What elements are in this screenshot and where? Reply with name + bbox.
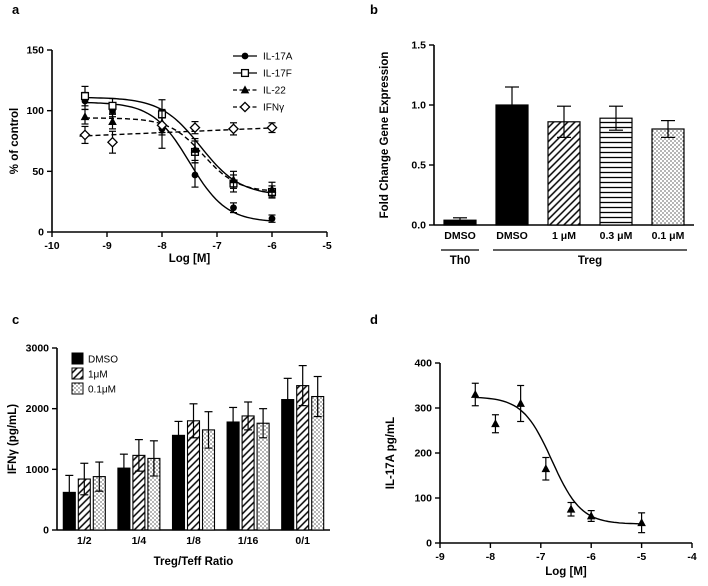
- legend: DMSO 1μM 0.1μM: [71, 352, 118, 396]
- svg-text:1μM: 1μM: [88, 370, 108, 381]
- svg-text:0.1μM: 0.1μM: [88, 385, 116, 396]
- svg-text:IFNγ (pg/mL): IFNγ (pg/mL): [7, 404, 19, 474]
- svg-text:IL-17A: IL-17A: [263, 52, 293, 63]
- svg-text:DMSO: DMSO: [88, 355, 118, 366]
- svg-text:-6: -6: [587, 551, 596, 563]
- svg-text:0: 0: [43, 525, 49, 537]
- svg-text:-4: -4: [687, 551, 696, 563]
- svg-text:IL-17F: IL-17F: [263, 69, 292, 80]
- chart-il17a-dose-response: 0 100 200 300 400 -9 -8 -7 -6 -5 -4 Log [M] IL-17A p…: [385, 358, 697, 579]
- svg-text:1/8: 1/8: [186, 535, 201, 547]
- svg-text:300: 300: [414, 403, 432, 415]
- axes: 0 50 100 150 -10 -9 -8 -7 -6 -5 Log [M] % of contro…: [9, 45, 332, 266]
- svg-text:DMSO: DMSO: [496, 230, 528, 242]
- svg-text:400: 400: [414, 358, 432, 370]
- svg-text:IL-22: IL-22: [263, 86, 286, 97]
- svg-text:IL-17A pg/mL: IL-17A pg/mL: [385, 417, 397, 489]
- chart-ifng-treg-teff-ratio: 0 1000 2000 3000 Treg/Teff Ratio IFNγ (pg/mL)…: [7, 343, 330, 568]
- legend: IL-17A IL-17F IL-22 IFNγ: [233, 52, 293, 114]
- panel-label-b: b: [370, 2, 378, 17]
- panel-label-c: c: [12, 312, 20, 327]
- svg-text:Treg/Teff Ratio: Treg/Teff Ratio: [154, 556, 234, 568]
- svg-text:100: 100: [414, 493, 432, 505]
- svg-text:-6: -6: [267, 240, 276, 252]
- svg-text:Fold Change Gene Expression: Fold Change Gene Expression: [379, 52, 391, 219]
- svg-text:-9: -9: [102, 240, 111, 252]
- svg-text:1/4: 1/4: [132, 535, 147, 547]
- svg-text:-5: -5: [637, 551, 646, 563]
- svg-text:3000: 3000: [26, 343, 50, 355]
- panel-label-d: d: [370, 312, 378, 327]
- svg-text:100: 100: [26, 105, 44, 117]
- svg-text:Log [M]: Log [M]: [169, 253, 211, 265]
- svg-text:0: 0: [38, 227, 44, 239]
- svg-text:-9: -9: [435, 551, 444, 563]
- svg-text:IFNγ: IFNγ: [263, 103, 284, 114]
- bars: 1/2 1/4 1/8 1/16 0/1: [62, 364, 325, 547]
- svg-text:Log [M]: Log [M]: [545, 566, 587, 578]
- svg-text:0/1: 0/1: [295, 535, 310, 547]
- svg-text:1.0: 1.0: [411, 100, 426, 112]
- svg-text:Th0: Th0: [450, 255, 470, 267]
- series-IL-17A: [470, 382, 646, 534]
- axes: 0 100 200 300 400 -9 -8 -7 -6 -5 -4 Log [M] IL-17A p…: [385, 358, 697, 579]
- svg-text:-8: -8: [157, 240, 166, 252]
- svg-text:150: 150: [26, 45, 44, 57]
- panel-label-a: a: [12, 2, 20, 17]
- svg-text:1000: 1000: [26, 464, 50, 476]
- svg-text:-7: -7: [536, 551, 545, 563]
- svg-text:-10: -10: [44, 240, 59, 252]
- svg-text:1.5: 1.5: [411, 40, 426, 52]
- svg-text:% of control: % of control: [9, 108, 21, 174]
- svg-text:Treg: Treg: [578, 255, 602, 267]
- svg-text:0: 0: [426, 538, 432, 550]
- bars: DMSO DMSO 1 μM 0.3 μM 0.1 μM Th0 Treg: [441, 86, 687, 267]
- series-IL-22: [80, 108, 277, 198]
- svg-text:2000: 2000: [26, 403, 50, 415]
- svg-text:-5: -5: [322, 240, 331, 252]
- svg-text:0.1 μM: 0.1 μM: [652, 230, 685, 242]
- svg-text:-8: -8: [486, 551, 495, 563]
- svg-text:0.3 μM: 0.3 μM: [600, 230, 633, 242]
- series-IFNγ: [79, 117, 278, 154]
- series-IL-17A: [81, 91, 276, 223]
- svg-text:1/2: 1/2: [77, 535, 92, 547]
- svg-text:200: 200: [414, 448, 432, 460]
- svg-text:1 μM: 1 μM: [552, 230, 576, 242]
- axes: 0.0 0.5 1.0 1.5 Fold Change Gene Expression: [379, 40, 694, 232]
- svg-text:0.0: 0.0: [411, 220, 426, 232]
- svg-text:-7: -7: [212, 240, 221, 252]
- chart-fold-change-gene-expression: 0.0 0.5 1.0 1.5 Fold Change Gene Expression D…: [379, 40, 694, 267]
- svg-text:50: 50: [32, 166, 44, 178]
- chart-cytokine-dose-response: 0 50 100 150 -10 -9 -8 -7 -6 -5 Log [M] % of contro…: [9, 45, 332, 266]
- svg-text:DMSO: DMSO: [444, 230, 476, 242]
- svg-text:1/16: 1/16: [238, 535, 259, 547]
- svg-text:0.5: 0.5: [411, 160, 426, 172]
